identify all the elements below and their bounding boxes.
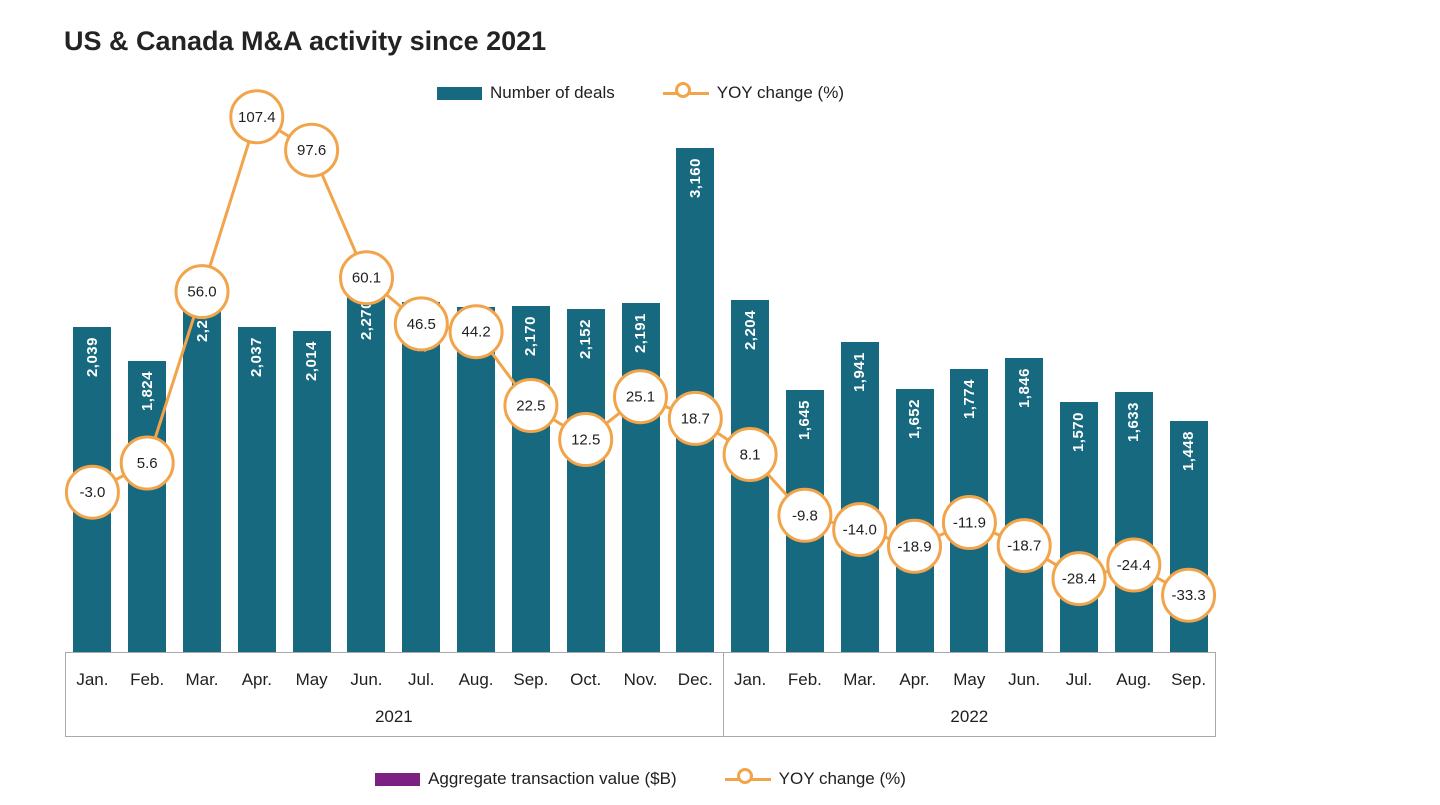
deals-legend-swatch <box>437 86 482 100</box>
chart-area: 2,039 Jan. 1,824 Feb. 2,258 Mar. 2,037 Apr. 2,01… <box>65 75 1216 740</box>
legend-item-deals: Number of deals <box>437 83 615 103</box>
yoy-point-value: 97.6 <box>297 142 326 159</box>
legend-top: Number of deals YOY change (%) <box>65 82 1216 104</box>
bar-value-label: 1,570 <box>1070 411 1088 452</box>
bar-value-label: 2,258 <box>193 301 211 342</box>
deal-count-bar: 1,633 <box>1114 391 1153 652</box>
deal-count-bar: 2,170 <box>511 305 550 652</box>
bar-value-label: 2,160 <box>467 317 485 358</box>
x-axis-month-label: Sep. <box>1171 670 1207 689</box>
x-axis-month-label: Jun. <box>1008 670 1041 689</box>
axis-group-divider <box>722 652 724 737</box>
deal-count-bar: 2,192 <box>402 302 441 652</box>
deal-count-bar: 1,570 <box>1059 401 1098 652</box>
deal-count-bar: 3,160 <box>676 148 715 652</box>
x-axis-month-label: Jul. <box>408 670 435 689</box>
yoy-legend-label-bottom: YOY change (%) <box>778 769 906 788</box>
deal-count-bar: 1,652 <box>895 388 934 652</box>
legend-item-aggregate-value: Aggregate transaction value ($B) <box>375 769 677 789</box>
x-axis-month-label: Feb. <box>787 670 822 689</box>
bar-value-label: 2,152 <box>577 318 595 359</box>
yoy-line-legend-icon-bottom <box>724 768 771 790</box>
x-axis-month-label: Jan. <box>76 670 109 689</box>
deal-count-bar: 2,039 <box>73 326 112 652</box>
bar-value-label: 2,014 <box>303 340 321 381</box>
x-axis-month-label: Feb. <box>130 670 165 689</box>
deal-count-bar: 1,846 <box>1005 357 1044 652</box>
bar-value-label: 1,633 <box>1125 401 1143 442</box>
x-axis-month-label: Mar. <box>185 670 219 689</box>
deal-count-bar: 1,448 <box>1169 421 1208 652</box>
x-axis-month-label: Jul. <box>1065 670 1093 689</box>
deal-count-bar: 1,645 <box>785 389 824 652</box>
bar-value-label: 1,645 <box>796 399 814 440</box>
bar-value-label: 1,824 <box>138 371 156 412</box>
bar-value-label: 2,191 <box>632 312 649 353</box>
bar-value-label: 1,846 <box>1015 367 1033 408</box>
bar-value-label: 3,160 <box>686 158 704 199</box>
deal-count-bar: 2,152 <box>566 308 605 652</box>
x-axis-month-label: Nov. <box>623 670 658 689</box>
deal-count-bar: 2,204 <box>731 300 770 652</box>
x-axis-month-label: Mar. <box>843 670 877 689</box>
bar-value-label: 1,941 <box>851 352 869 393</box>
legend-bottom: Aggregate transaction value ($B) YOY cha… <box>65 768 1216 790</box>
x-axis-month-label: Dec. <box>677 670 713 689</box>
x-axis-year-label: 2022 <box>950 707 989 726</box>
x-axis-year-label: 2021 <box>374 707 413 726</box>
deal-count-bar: 2,270 <box>347 289 386 652</box>
bar-value-label: 2,037 <box>248 337 266 378</box>
yoy-point-value: 60.1 <box>352 270 381 287</box>
x-axis-month-label: May <box>295 670 328 689</box>
x-axis-month-label: Aug. <box>458 670 494 689</box>
aggregate-value-legend-label: Aggregate transaction value ($B) <box>428 769 677 788</box>
x-axis-month-label: Aug. <box>1116 670 1152 689</box>
yoy-line-legend-icon <box>662 82 709 104</box>
bar-value-label: 2,192 <box>412 312 430 353</box>
deal-count-bar: 2,191 <box>621 302 660 652</box>
deal-count-bar: 1,774 <box>950 369 989 652</box>
bar-value-label: 2,270 <box>357 299 375 340</box>
bar-value-label: 1,652 <box>906 398 924 439</box>
bar-value-label: 1,774 <box>960 379 978 420</box>
yoy-point-marker <box>284 122 340 178</box>
bar-value-label: 1,448 <box>1180 431 1198 472</box>
bar-value-label: 2,204 <box>741 310 759 351</box>
aggregate-value-legend-swatch <box>375 772 421 786</box>
x-axis-month-label: Apr. <box>899 670 930 689</box>
x-axis-month-label: Jan. <box>734 670 767 689</box>
legend-item-yoy-bottom: YOY change (%) <box>724 768 906 790</box>
x-axis-month-label: Jun. <box>350 670 383 689</box>
deals-legend-label: Number of deals <box>490 83 615 102</box>
yoy-point-value: 107.4 <box>238 109 276 126</box>
x-axis-month-label: May <box>953 670 986 689</box>
deal-count-bar: 1,941 <box>840 342 879 652</box>
x-axis-month-label: Sep. <box>513 670 549 689</box>
x-axis-box <box>65 652 1216 737</box>
deal-count-bar: 2,160 <box>457 307 496 652</box>
bar-value-label: 2,039 <box>83 336 101 377</box>
deal-count-bar: 2,014 <box>292 330 331 652</box>
x-axis-month-label: Apr. <box>241 670 272 689</box>
deal-count-bar: 2,037 <box>237 327 276 652</box>
x-axis-month-label: Oct. <box>570 670 602 689</box>
legend-item-yoy: YOY change (%) <box>662 82 844 104</box>
yoy-legend-label: YOY change (%) <box>716 83 844 102</box>
chart-title: US & Canada M&A activity since 2021 <box>64 26 547 56</box>
bar-value-label: 2,170 <box>522 315 540 356</box>
deal-count-bar: 2,258 <box>183 291 222 652</box>
deal-count-bar: 1,824 <box>128 361 167 652</box>
